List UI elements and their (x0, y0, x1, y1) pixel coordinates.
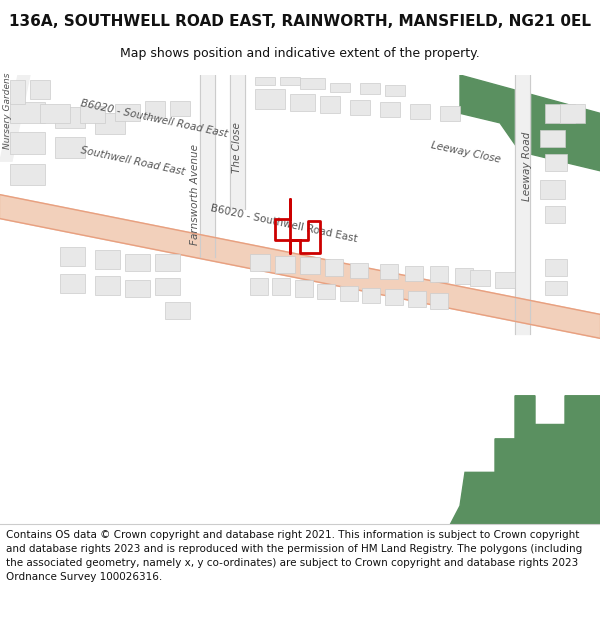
FancyBboxPatch shape (440, 106, 460, 121)
FancyBboxPatch shape (145, 101, 165, 118)
Polygon shape (460, 75, 600, 171)
FancyBboxPatch shape (10, 80, 25, 104)
FancyBboxPatch shape (470, 271, 490, 286)
Text: Contains OS data © Crown copyright and database right 2021. This information is : Contains OS data © Crown copyright and d… (6, 530, 582, 582)
FancyBboxPatch shape (40, 104, 70, 123)
FancyBboxPatch shape (405, 266, 423, 281)
FancyBboxPatch shape (300, 257, 320, 274)
Polygon shape (0, 194, 600, 338)
FancyBboxPatch shape (55, 107, 85, 128)
FancyBboxPatch shape (95, 250, 120, 269)
FancyBboxPatch shape (170, 101, 190, 116)
FancyBboxPatch shape (290, 94, 315, 111)
FancyBboxPatch shape (430, 293, 448, 309)
FancyBboxPatch shape (255, 77, 275, 84)
FancyBboxPatch shape (250, 254, 270, 271)
FancyBboxPatch shape (60, 274, 85, 293)
Polygon shape (140, 396, 600, 525)
FancyBboxPatch shape (410, 104, 430, 119)
FancyBboxPatch shape (545, 154, 567, 171)
FancyBboxPatch shape (350, 262, 368, 278)
Text: Map shows position and indicative extent of the property.: Map shows position and indicative extent… (120, 48, 480, 61)
Text: Leeway Road: Leeway Road (522, 132, 532, 201)
FancyBboxPatch shape (250, 278, 268, 295)
FancyBboxPatch shape (60, 248, 85, 266)
FancyBboxPatch shape (455, 268, 473, 284)
FancyBboxPatch shape (155, 254, 180, 271)
FancyBboxPatch shape (115, 104, 140, 121)
FancyBboxPatch shape (495, 272, 515, 288)
Text: Leeway Close: Leeway Close (430, 141, 502, 165)
FancyBboxPatch shape (30, 80, 50, 99)
FancyBboxPatch shape (10, 164, 45, 185)
FancyBboxPatch shape (560, 104, 585, 123)
FancyBboxPatch shape (95, 276, 120, 295)
FancyBboxPatch shape (165, 302, 190, 319)
FancyBboxPatch shape (272, 278, 290, 295)
FancyBboxPatch shape (545, 259, 567, 276)
Text: Southwell Road East: Southwell Road East (80, 146, 186, 177)
Text: B6020 - Southwell Road East: B6020 - Southwell Road East (210, 204, 359, 244)
Polygon shape (515, 75, 530, 334)
FancyBboxPatch shape (340, 286, 358, 301)
FancyBboxPatch shape (380, 102, 400, 117)
FancyBboxPatch shape (350, 100, 370, 115)
FancyBboxPatch shape (275, 256, 295, 273)
FancyBboxPatch shape (320, 96, 340, 113)
Polygon shape (200, 75, 215, 257)
FancyBboxPatch shape (408, 291, 426, 307)
Text: B6020 - Southwell Road East: B6020 - Southwell Road East (80, 98, 229, 139)
FancyBboxPatch shape (545, 206, 565, 223)
FancyBboxPatch shape (545, 281, 567, 295)
Text: Bishopshill Plantation: Bishopshill Plantation (273, 462, 407, 476)
FancyBboxPatch shape (362, 288, 380, 303)
FancyBboxPatch shape (155, 278, 180, 295)
FancyBboxPatch shape (295, 280, 313, 297)
FancyBboxPatch shape (380, 264, 398, 279)
FancyBboxPatch shape (95, 113, 125, 134)
FancyBboxPatch shape (255, 89, 285, 109)
FancyBboxPatch shape (540, 129, 565, 147)
FancyBboxPatch shape (300, 78, 325, 89)
FancyBboxPatch shape (317, 284, 335, 299)
FancyBboxPatch shape (330, 82, 350, 92)
FancyBboxPatch shape (10, 132, 45, 154)
FancyBboxPatch shape (280, 77, 300, 84)
FancyBboxPatch shape (55, 138, 85, 158)
Text: The Close: The Close (232, 122, 242, 172)
Polygon shape (230, 75, 245, 209)
Polygon shape (0, 75, 30, 161)
FancyBboxPatch shape (10, 102, 45, 123)
FancyBboxPatch shape (80, 106, 105, 123)
FancyBboxPatch shape (540, 181, 565, 199)
Text: 136A, SOUTHWELL ROAD EAST, RAINWORTH, MANSFIELD, NG21 0EL: 136A, SOUTHWELL ROAD EAST, RAINWORTH, MA… (9, 14, 591, 29)
FancyBboxPatch shape (325, 259, 343, 276)
FancyBboxPatch shape (545, 104, 575, 123)
FancyBboxPatch shape (385, 84, 405, 96)
Text: Farnsworth Avenue: Farnsworth Avenue (190, 144, 200, 244)
FancyBboxPatch shape (385, 289, 403, 305)
FancyBboxPatch shape (360, 82, 380, 94)
FancyBboxPatch shape (125, 280, 150, 297)
FancyBboxPatch shape (125, 254, 150, 271)
FancyBboxPatch shape (430, 266, 448, 282)
Text: Nursery Gardens: Nursery Gardens (4, 72, 13, 149)
